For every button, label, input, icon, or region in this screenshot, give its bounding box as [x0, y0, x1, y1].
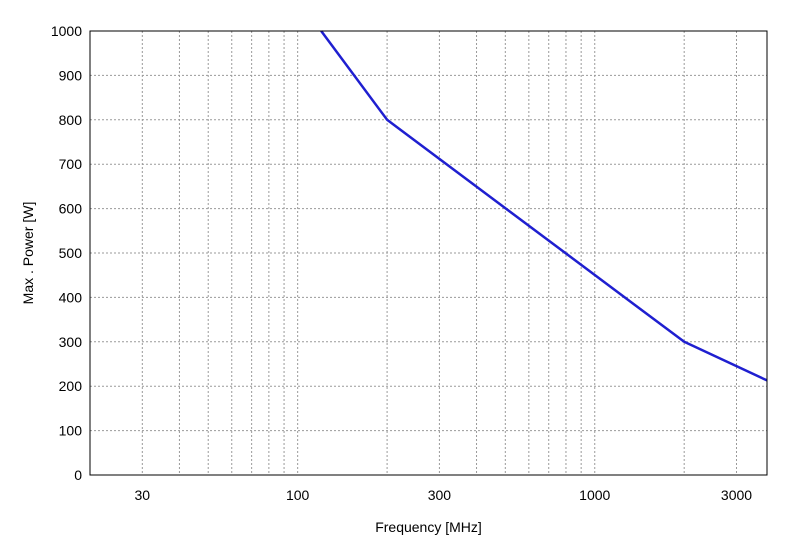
y-tick-label: 900	[59, 67, 83, 83]
series-line	[320, 30, 768, 382]
y-tick-label: 600	[59, 201, 83, 217]
y-axis-label: Max . Power [W]	[20, 202, 36, 305]
y-tick-labels: 0 100 200 300 400 500 600 700 800 900 1000	[51, 23, 82, 483]
y-tick-label: 100	[59, 423, 83, 439]
plot-frame	[89, 30, 768, 476]
y-tick-label: 500	[59, 245, 83, 261]
x-tick-label: 30	[135, 487, 151, 503]
y-tick-label: 400	[59, 289, 83, 305]
y-tick-label: 1000	[51, 23, 82, 39]
x-tick-labels: 30 100 300 1000 3000	[135, 487, 753, 503]
y-tick-label: 300	[59, 334, 83, 350]
y-tick-label: 0	[74, 467, 82, 483]
x-tick-label: 100	[286, 487, 310, 503]
x-tick-label: 1000	[579, 487, 610, 503]
y-tick-label: 700	[59, 156, 83, 172]
x-tick-label: 300	[428, 487, 452, 503]
y-tick-label: 200	[59, 378, 83, 394]
x-tick-label: 3000	[721, 487, 752, 503]
series-layer	[320, 30, 768, 382]
x-axis-label: Frequency [MHz]	[375, 519, 482, 535]
y-tick-label: 800	[59, 112, 83, 128]
grid-lines	[90, 31, 767, 475]
